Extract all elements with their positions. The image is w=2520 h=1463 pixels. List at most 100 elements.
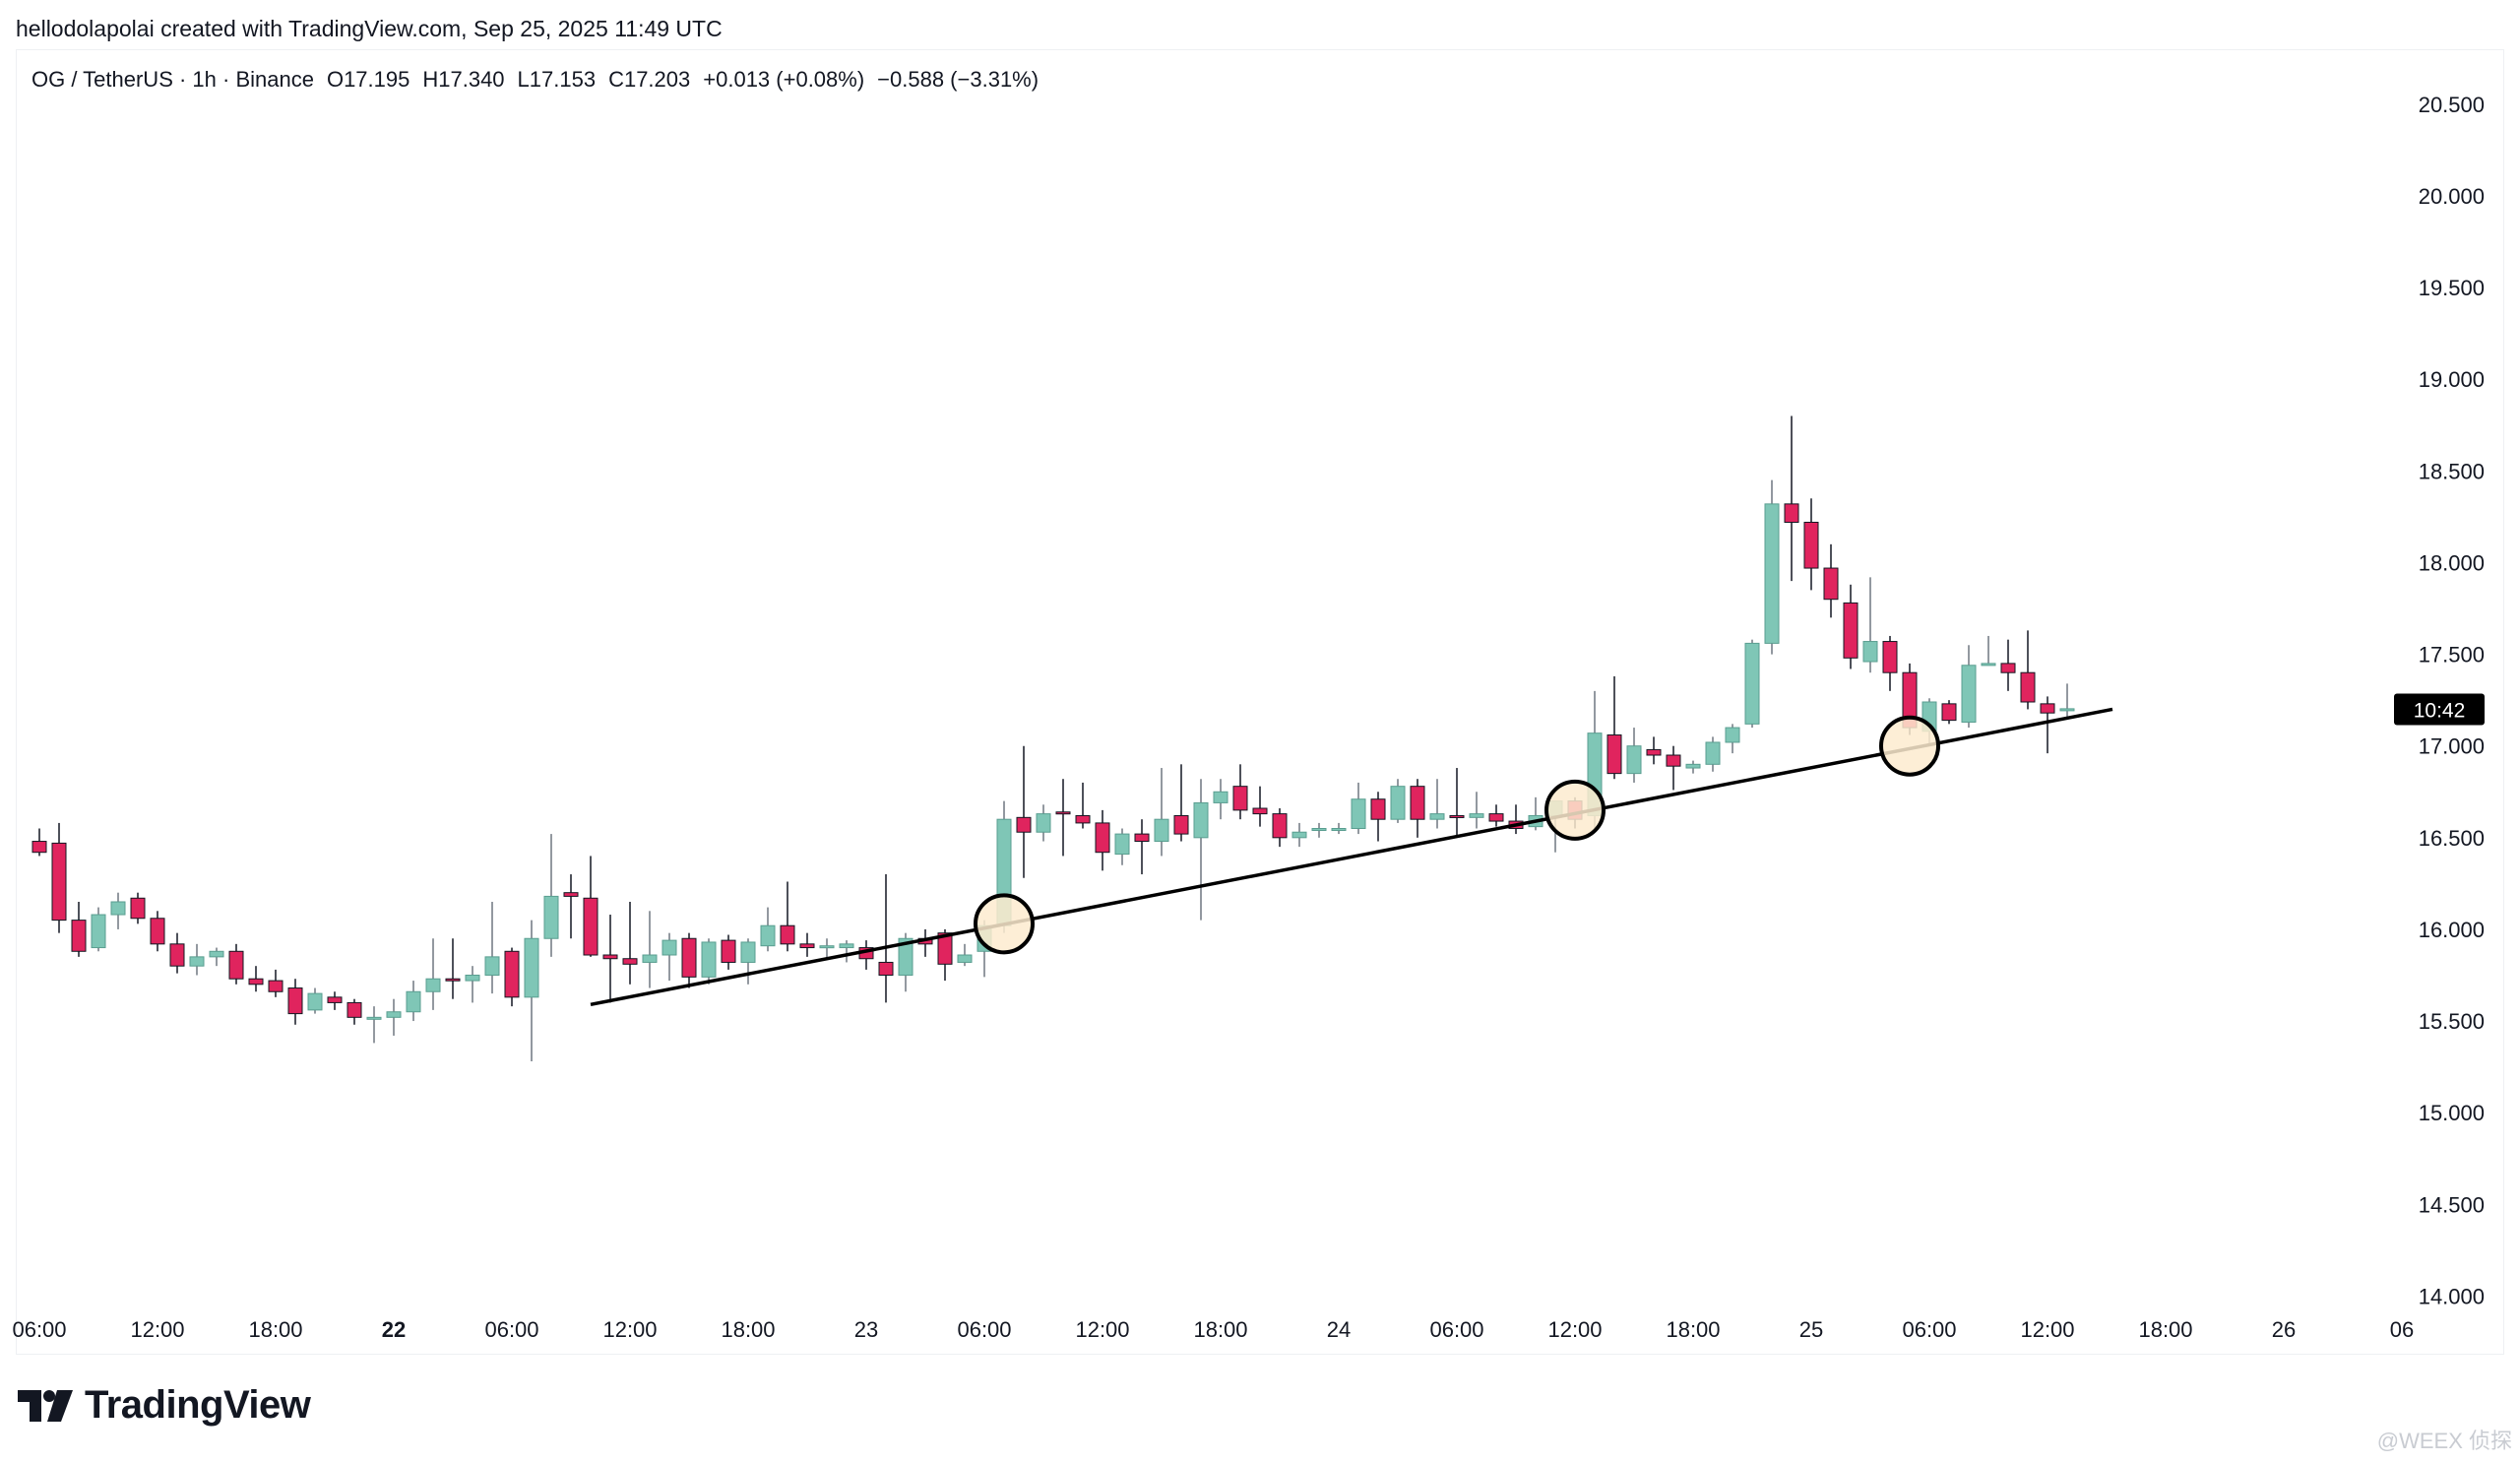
candle[interactable]	[1469, 792, 1484, 829]
candle[interactable]	[740, 938, 756, 985]
candle[interactable]	[1784, 415, 1799, 582]
candle[interactable]	[209, 947, 224, 967]
candle[interactable]	[2040, 696, 2055, 754]
candle[interactable]	[780, 881, 795, 952]
candle[interactable]	[681, 932, 697, 988]
candle[interactable]	[1488, 804, 1504, 827]
candle[interactable]	[1311, 822, 1327, 838]
candle[interactable]	[91, 907, 106, 952]
candle[interactable]	[1744, 639, 1760, 729]
candle[interactable]	[858, 940, 874, 970]
candle[interactable]	[1410, 779, 1425, 838]
candle[interactable]	[425, 938, 441, 1010]
candle[interactable]	[1764, 479, 1780, 655]
candle[interactable]	[1666, 745, 1681, 791]
candle[interactable]	[1095, 809, 1110, 871]
candle[interactable]	[504, 947, 520, 1007]
tradingview-logo[interactable]: TradingView	[18, 1383, 311, 1428]
candle[interactable]	[268, 969, 284, 997]
candle[interactable]	[543, 834, 559, 957]
candle[interactable]	[1449, 768, 1465, 838]
candle[interactable]	[248, 966, 264, 992]
candle[interactable]	[1941, 700, 1957, 725]
candle[interactable]	[1961, 645, 1977, 729]
candle[interactable]	[484, 901, 500, 994]
candle[interactable]	[760, 907, 776, 952]
candle[interactable]	[1390, 779, 1406, 823]
candle[interactable]	[445, 938, 461, 999]
candle[interactable]	[1429, 779, 1445, 829]
candle[interactable]	[1528, 796, 1544, 831]
candle[interactable]	[583, 856, 598, 957]
candle[interactable]	[1252, 786, 1268, 827]
candle[interactable]	[898, 932, 914, 992]
candle[interactable]	[642, 911, 658, 988]
candle[interactable]	[1173, 764, 1189, 842]
candle[interactable]	[1075, 782, 1091, 829]
candle[interactable]	[1882, 635, 1898, 691]
candle[interactable]	[287, 979, 303, 1025]
candle[interactable]	[1685, 760, 1701, 774]
candle[interactable]	[1626, 728, 1642, 783]
candle[interactable]	[799, 932, 815, 957]
candle[interactable]	[346, 998, 362, 1025]
candle[interactable]	[327, 991, 343, 1010]
candle[interactable]	[937, 928, 953, 982]
candle[interactable]	[1114, 828, 1130, 865]
candle[interactable]	[1862, 577, 1878, 673]
candle[interactable]	[1508, 804, 1524, 835]
candle[interactable]	[563, 874, 579, 939]
candle[interactable]	[386, 998, 402, 1036]
candle[interactable]	[1292, 822, 1307, 848]
symbol-name[interactable]: OG / TetherUS · 1h · Binance	[32, 67, 314, 92]
candle[interactable]	[957, 943, 973, 967]
candle[interactable]	[1016, 745, 1032, 878]
candle[interactable]	[1232, 764, 1248, 820]
candle[interactable]	[465, 966, 480, 1003]
candle[interactable]	[1154, 768, 1169, 857]
candle[interactable]	[1725, 724, 1740, 754]
candle[interactable]	[701, 938, 717, 985]
candle[interactable]	[602, 915, 618, 1003]
candle[interactable]	[1646, 736, 1662, 765]
candle[interactable]	[150, 911, 165, 952]
candle[interactable]	[1803, 498, 1819, 591]
candle[interactable]	[1370, 792, 1386, 842]
candle[interactable]	[2059, 683, 2075, 719]
candle[interactable]	[1213, 779, 1228, 820]
candle[interactable]	[1981, 635, 1996, 667]
candle[interactable]	[169, 932, 185, 974]
candle[interactable]	[1606, 675, 1622, 780]
candle[interactable]	[71, 901, 87, 957]
candle[interactable]	[917, 928, 933, 957]
candle[interactable]	[2000, 639, 2016, 691]
candlestick-chart[interactable]: 20.500 20.000 19.500 19.000 18.500 18.000 17.5…	[0, 0, 2520, 1378]
candle[interactable]	[51, 822, 67, 933]
candle[interactable]	[406, 981, 421, 1022]
candle[interactable]	[32, 828, 47, 857]
candle[interactable]	[366, 1006, 382, 1044]
candle[interactable]	[1823, 543, 1839, 618]
candle[interactable]	[228, 943, 244, 985]
candle[interactable]	[189, 943, 205, 976]
candle[interactable]	[1134, 819, 1150, 875]
candle[interactable]	[662, 932, 677, 982]
candle[interactable]	[110, 892, 126, 929]
candle[interactable]	[1843, 584, 1858, 669]
candle[interactable]	[1331, 822, 1347, 835]
candle[interactable]	[622, 901, 638, 985]
candle[interactable]	[1272, 808, 1288, 848]
candle[interactable]	[1705, 736, 1721, 772]
candle[interactable]	[307, 987, 323, 1014]
candle[interactable]	[1193, 779, 1209, 921]
candle[interactable]	[819, 938, 835, 959]
candle[interactable]	[130, 892, 146, 924]
candle[interactable]	[1055, 779, 1071, 857]
candle[interactable]	[524, 920, 539, 1062]
candle[interactable]	[1036, 804, 1051, 842]
candle[interactable]	[721, 934, 736, 970]
candle[interactable]	[839, 940, 854, 963]
candle[interactable]	[1351, 782, 1366, 835]
candle[interactable]	[2020, 630, 2036, 710]
candle[interactable]	[878, 874, 894, 1003]
